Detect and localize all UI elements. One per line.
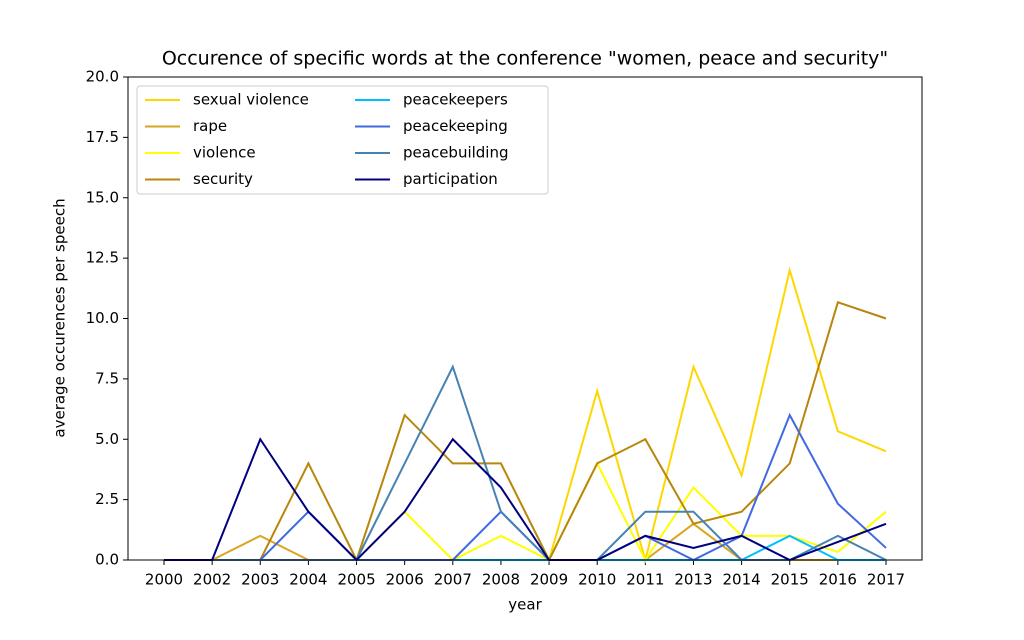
series-line bbox=[164, 412, 887, 562]
y-tick-label: 12.5 bbox=[86, 249, 119, 267]
x-tick-label: 2017 bbox=[867, 571, 905, 589]
x-tick-label: 2005 bbox=[337, 571, 375, 589]
legend-label: peacekeeping bbox=[403, 117, 508, 135]
series-line bbox=[164, 301, 887, 563]
x-axis-label: year bbox=[508, 596, 542, 614]
x-tick-label: 2015 bbox=[771, 571, 809, 589]
legend-label: peacebuilding bbox=[403, 144, 509, 162]
legend: sexual violence rape violence security peace… bbox=[136, 85, 549, 195]
legend-label: participation bbox=[403, 170, 498, 188]
x-tick-label: 2000 bbox=[145, 571, 183, 589]
x-tick-label: 2003 bbox=[241, 571, 279, 589]
x-tick-label: 2002 bbox=[193, 571, 231, 589]
plot-frame bbox=[127, 76, 923, 561]
series-line bbox=[164, 437, 887, 562]
x-tick-label: 2009 bbox=[530, 571, 568, 589]
y-tick-label: 20.0 bbox=[86, 68, 119, 86]
y-tick-label: 10.0 bbox=[86, 309, 119, 327]
y-tick-label: 5.0 bbox=[95, 430, 119, 448]
y-axis-label: average occurences per speech bbox=[51, 198, 69, 437]
y-tick-label: 7.5 bbox=[95, 369, 119, 387]
x-tick-label: 2006 bbox=[386, 571, 424, 589]
x-tick-label: 2011 bbox=[626, 571, 664, 589]
x-tick-label: 2010 bbox=[578, 571, 616, 589]
y-tick-label: 2.5 bbox=[95, 490, 119, 508]
x-tick-label: 2007 bbox=[434, 571, 472, 589]
legend-label: sexual violence bbox=[193, 91, 309, 109]
series-line bbox=[164, 266, 887, 564]
x-tick-label: 2008 bbox=[482, 571, 520, 589]
legend-label: violence bbox=[193, 144, 256, 162]
x-tick-label: 2004 bbox=[289, 571, 327, 589]
legend-label: peacekeepers bbox=[403, 91, 508, 109]
y-tick-label: 17.5 bbox=[86, 128, 119, 146]
legend-box bbox=[136, 85, 549, 195]
legend-label: security bbox=[193, 170, 253, 188]
y-tick-label: 15.0 bbox=[86, 188, 119, 206]
y-tick-label: 0.0 bbox=[95, 551, 119, 569]
series-line bbox=[164, 364, 887, 561]
legend-label: rape bbox=[193, 117, 227, 135]
x-tick-label: 2014 bbox=[723, 571, 761, 589]
chart-title: Occurence of specific words at the confe… bbox=[162, 48, 888, 70]
x-tick-label: 2016 bbox=[819, 571, 857, 589]
x-tick-label: 2013 bbox=[674, 571, 712, 589]
